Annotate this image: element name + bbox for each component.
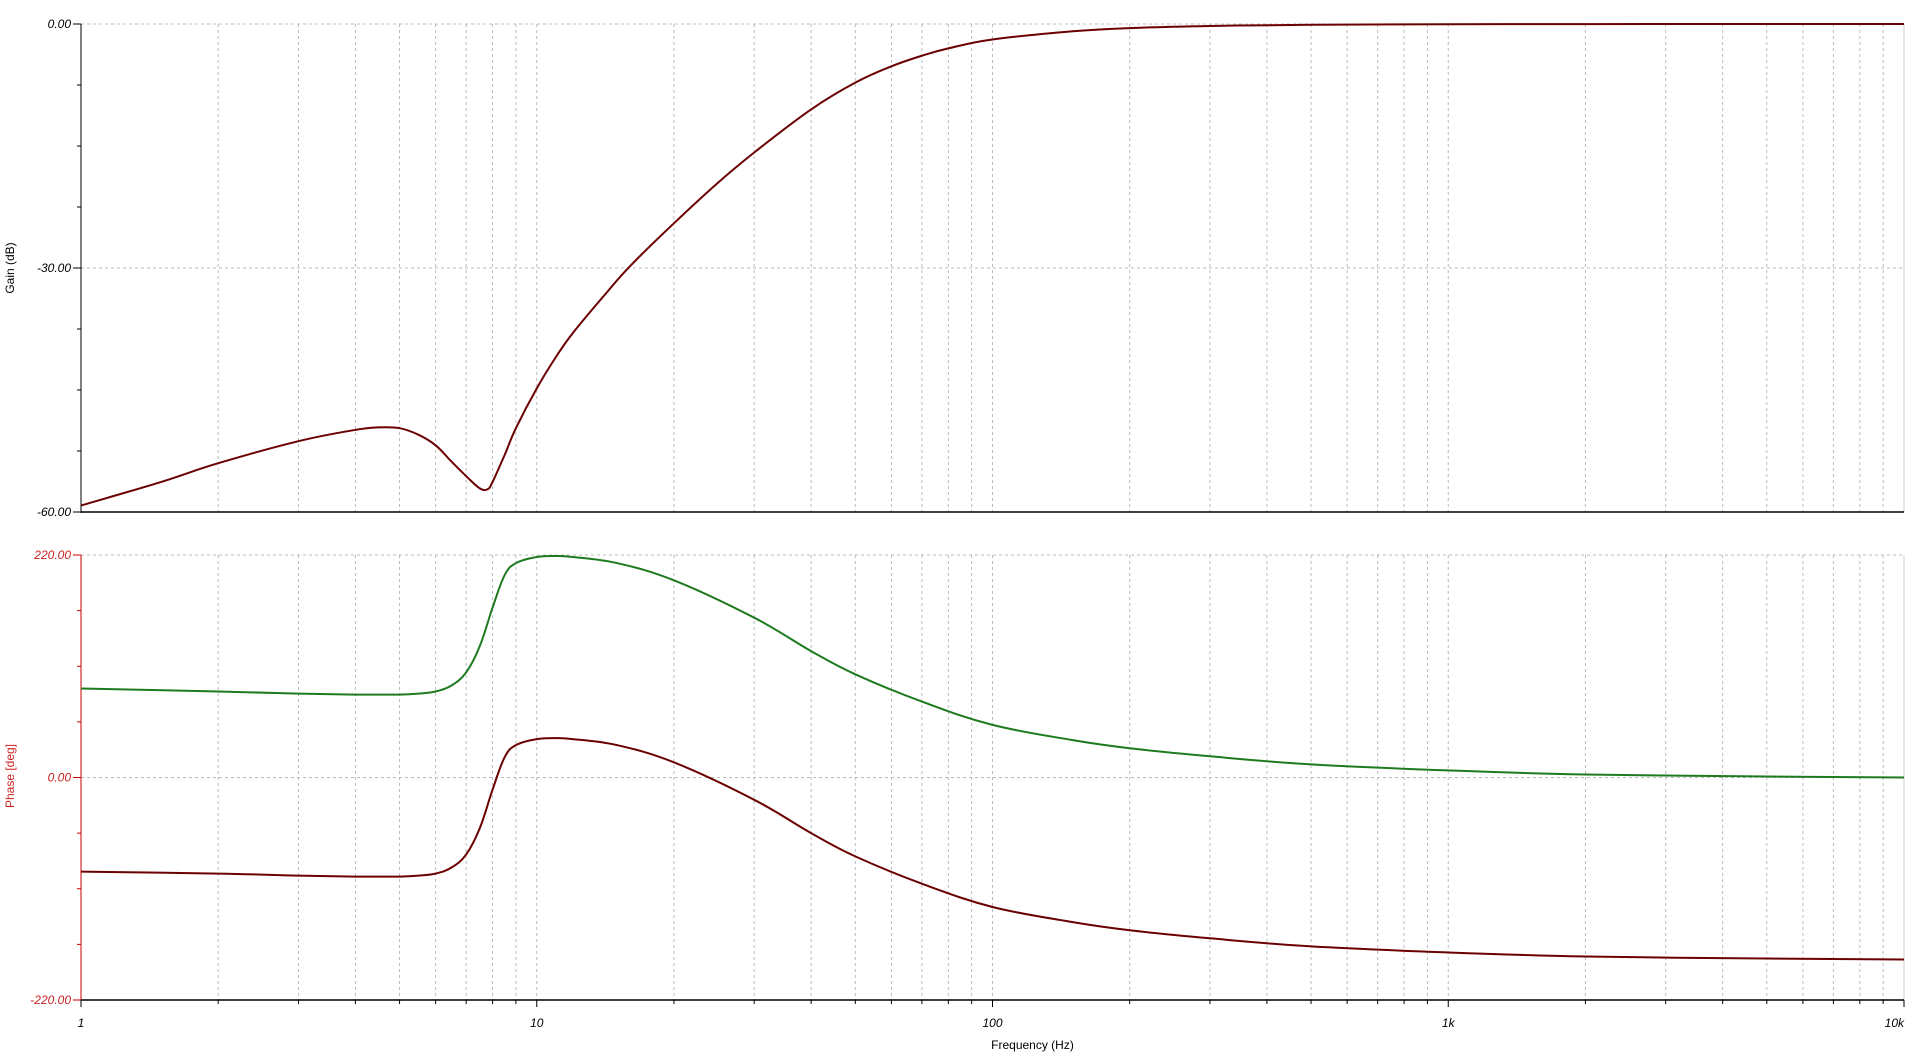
series-line	[80, 22, 1904, 507]
y-axis-title: Gain (dB)	[3, 242, 17, 293]
x-tick-label: 10	[530, 1016, 544, 1030]
y-tick-label: 0.00	[48, 771, 72, 785]
y-axis-title: Phase [deg]	[3, 744, 17, 808]
x-axis-title: Frequency (Hz)	[991, 1038, 1074, 1052]
x-tick-label: 10k	[1885, 1016, 1905, 1030]
y-tick-label: -220.00	[30, 993, 71, 1007]
y-tick-label: 220.00	[33, 548, 71, 562]
y-tick-label: 0.00	[48, 17, 72, 31]
series-line	[80, 554, 1905, 779]
series-line	[80, 737, 1905, 961]
x-tick-label: 1k	[1442, 1016, 1456, 1030]
x-tick-label: 100	[982, 1016, 1002, 1030]
y-tick-label: -60.00	[37, 505, 71, 519]
y-tick-label: -30.00	[37, 261, 71, 275]
x-tick-label: 1	[78, 1016, 85, 1030]
